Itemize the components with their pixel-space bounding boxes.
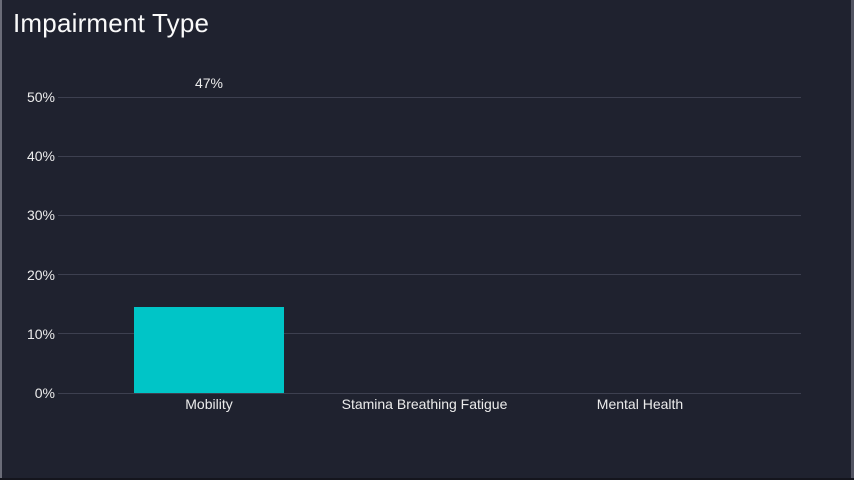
window-edge-left	[0, 0, 2, 480]
y-tick-label-30: 30%	[26, 207, 55, 224]
y-tick-label-0: 0%	[34, 385, 55, 401]
bar-mobility[interactable]	[134, 307, 284, 393]
y-tick-label-10: 10%	[26, 325, 55, 342]
gridline-10	[58, 333, 801, 335]
gridline-50	[58, 96, 801, 98]
gridline-40	[58, 155, 801, 157]
gridline-0	[58, 392, 801, 394]
chart-title: Impairment Type	[13, 8, 210, 38]
data-label-mobility: 47%	[194, 75, 224, 91]
y-tick-label-40: 40%	[26, 148, 55, 165]
category-label-stamina-breathing-fatigue: Stamina Breathing Fatigue	[341, 396, 508, 412]
window-edge-bottom	[0, 478, 854, 480]
category-label-mental-health: Mental Health	[596, 396, 684, 412]
gridline-20	[58, 274, 801, 276]
category-label-mobility: Mobility	[185, 396, 233, 412]
y-tick-label-50: 50%	[26, 89, 55, 105]
y-tick-label-20: 20%	[26, 266, 55, 283]
gridline-30	[58, 214, 801, 216]
window-edge-right	[851, 0, 854, 480]
